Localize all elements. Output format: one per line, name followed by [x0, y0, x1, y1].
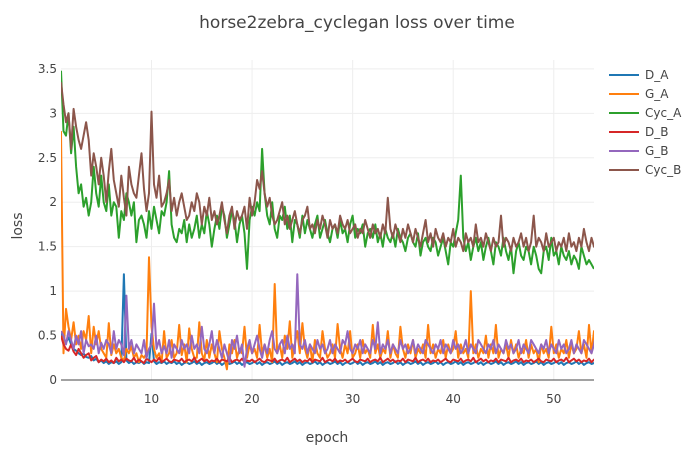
x-tick-label: 50 [546, 392, 561, 406]
legend-label: D_B [645, 125, 668, 139]
x-tick-label: 30 [345, 392, 360, 406]
x-tick-label: 10 [144, 392, 159, 406]
y-axis-label: loss [10, 212, 26, 239]
y-tick-label: 2 [49, 195, 57, 209]
x-tick-label: 20 [244, 392, 259, 406]
legend-label: G_B [645, 144, 669, 158]
series-line-d-b [61, 335, 594, 365]
y-tick-label: 2.5 [38, 151, 57, 165]
y-tick-label: 0 [49, 373, 57, 387]
legend-item-d-b[interactable]: D_B [609, 125, 668, 139]
x-axis-ticks: 10 20 30 40 50 [144, 392, 562, 406]
legend-item-g-b[interactable]: G_B [609, 144, 669, 158]
x-tick-label: 40 [446, 392, 461, 406]
series-line-cyc-b [61, 82, 594, 253]
legend-item-g-a[interactable]: G_A [609, 87, 669, 101]
x-axis-label: epoch [306, 430, 349, 446]
legend-label: Cyc_B [645, 163, 681, 177]
grid [61, 60, 594, 380]
legend[interactable]: D_A G_A Cyc_A D_B G_B Cyc_B [609, 68, 682, 177]
y-tick-label: 1 [49, 284, 57, 298]
legend-item-cyc-b[interactable]: Cyc_B [609, 163, 681, 177]
series-lines [61, 70, 594, 371]
legend-item-cyc-a[interactable]: Cyc_A [609, 106, 682, 120]
y-tick-label: 3.5 [38, 62, 57, 76]
legend-label: G_A [645, 87, 669, 101]
chart-title: horse2zebra_cyclegan loss over time [199, 13, 515, 33]
legend-label: D_A [645, 68, 669, 82]
y-axis-ticks: 0 0.5 1 1.5 2 2.5 3 3.5 [38, 62, 57, 387]
legend-label: Cyc_A [645, 106, 682, 120]
y-tick-label: 0.5 [38, 329, 57, 343]
series-line-g-b [61, 273, 594, 368]
y-tick-label: 1.5 [38, 240, 57, 254]
legend-item-d-a[interactable]: D_A [609, 68, 669, 82]
y-tick-label: 3 [49, 106, 57, 120]
